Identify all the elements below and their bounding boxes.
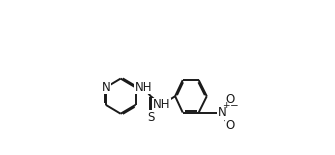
Text: N: N <box>218 106 226 119</box>
Text: N: N <box>102 81 110 94</box>
Text: NH: NH <box>134 81 152 94</box>
Text: NH: NH <box>153 98 170 111</box>
Text: O: O <box>225 119 234 132</box>
Text: S: S <box>147 111 154 124</box>
Text: −: − <box>230 101 239 111</box>
Text: O: O <box>225 93 234 106</box>
Text: +: + <box>221 101 229 110</box>
